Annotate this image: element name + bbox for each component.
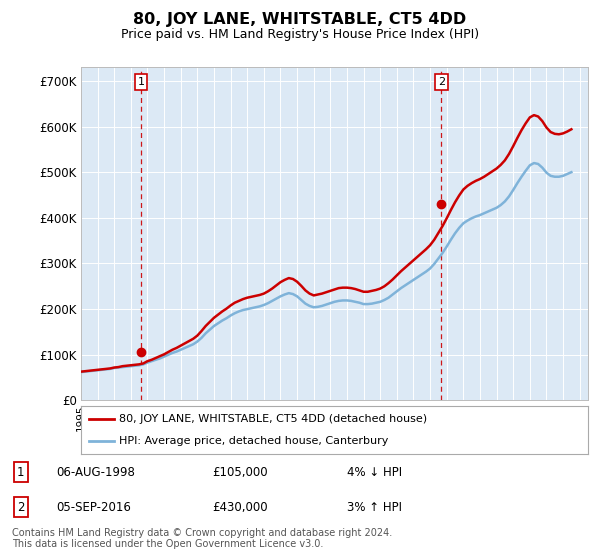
Text: 4% ↓ HPI: 4% ↓ HPI bbox=[347, 465, 402, 479]
Text: 06-AUG-1998: 06-AUG-1998 bbox=[56, 465, 135, 479]
Text: 1: 1 bbox=[17, 465, 25, 479]
Text: 2: 2 bbox=[437, 77, 445, 87]
Text: Price paid vs. HM Land Registry's House Price Index (HPI): Price paid vs. HM Land Registry's House … bbox=[121, 28, 479, 41]
Text: 1: 1 bbox=[137, 77, 145, 87]
Text: Contains HM Land Registry data © Crown copyright and database right 2024.
This d: Contains HM Land Registry data © Crown c… bbox=[12, 528, 392, 549]
Text: £105,000: £105,000 bbox=[212, 465, 268, 479]
Text: 80, JOY LANE, WHITSTABLE, CT5 4DD (detached house): 80, JOY LANE, WHITSTABLE, CT5 4DD (detac… bbox=[119, 414, 427, 424]
Text: 80, JOY LANE, WHITSTABLE, CT5 4DD: 80, JOY LANE, WHITSTABLE, CT5 4DD bbox=[133, 12, 467, 27]
Text: 2: 2 bbox=[17, 501, 25, 514]
Text: 05-SEP-2016: 05-SEP-2016 bbox=[56, 501, 131, 514]
Text: HPI: Average price, detached house, Canterbury: HPI: Average price, detached house, Cant… bbox=[119, 436, 388, 446]
Text: 3% ↑ HPI: 3% ↑ HPI bbox=[347, 501, 402, 514]
Text: £430,000: £430,000 bbox=[212, 501, 268, 514]
